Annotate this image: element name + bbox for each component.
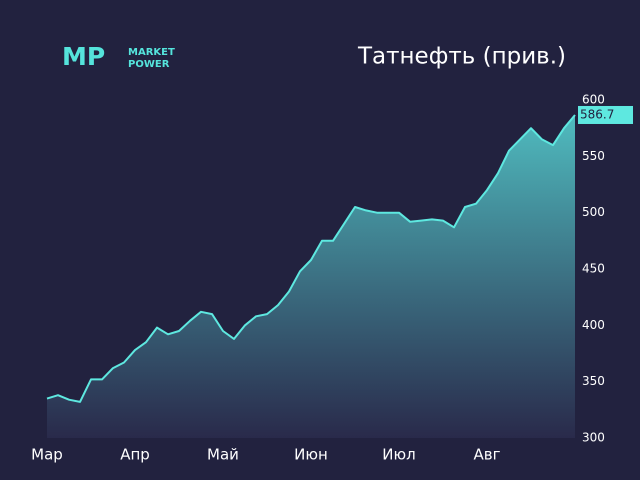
line (46, 114, 576, 403)
x-tick-label: Мар (31, 446, 63, 464)
y-tick-label: 350 (582, 374, 605, 388)
area (47, 115, 575, 438)
last-value-label: 586.7 (580, 107, 614, 121)
y-tick-label: 500 (582, 205, 605, 219)
x-tick-label: Июн (294, 446, 328, 464)
logo-text: POWER (128, 59, 170, 70)
y-tick-label: 450 (582, 262, 605, 276)
logo-mark: MP (62, 42, 105, 71)
y-tick-label: 550 (582, 149, 605, 163)
y-tick-label: 600 (582, 93, 605, 107)
x-tick-label: Авг (474, 446, 501, 464)
last-value-box (578, 105, 633, 124)
chart-title: Татнефть (прив.) (357, 44, 566, 70)
y-tick-label: 300 (582, 431, 605, 445)
x-tick-label: Июл (382, 446, 415, 464)
y-tick-label: 400 (582, 318, 605, 332)
logo-text: MARKET (128, 47, 175, 58)
x-tick-label: Май (207, 446, 239, 464)
x-tick-label: Апр (120, 446, 150, 464)
